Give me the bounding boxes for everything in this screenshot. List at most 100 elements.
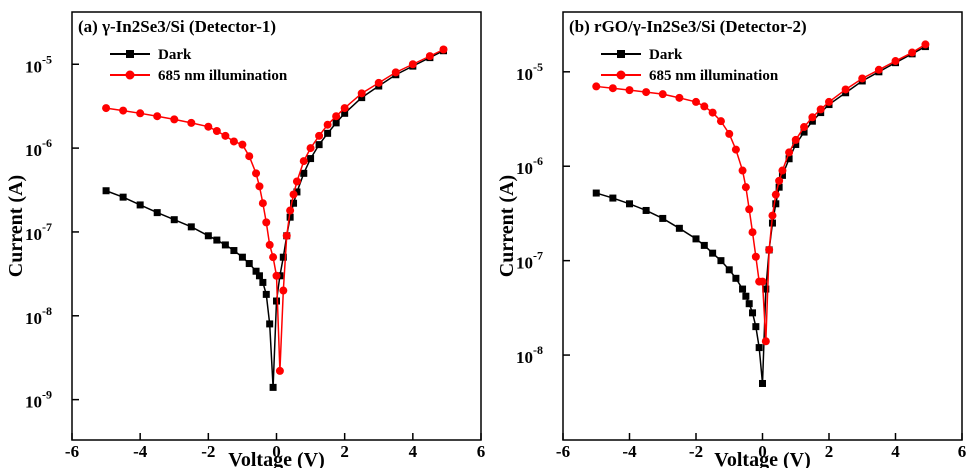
y-tick-label: 10-7	[25, 220, 52, 244]
data-point	[340, 104, 349, 113]
data-point	[300, 169, 308, 177]
y-tick-label: 10-6	[25, 136, 52, 160]
data-point	[808, 113, 817, 122]
x-tick-label: -4	[133, 442, 148, 461]
data-point	[259, 278, 267, 286]
data-point	[307, 155, 315, 163]
data-point	[119, 193, 127, 201]
data-point	[768, 211, 777, 220]
data-point	[778, 166, 787, 175]
x-tick-label: 0	[758, 442, 767, 461]
legend-label: Dark	[158, 47, 192, 63]
data-point	[262, 218, 271, 227]
data-point	[170, 216, 178, 224]
y-axis-label: Current (A)	[496, 175, 518, 277]
x-tick-label: 0	[272, 442, 281, 461]
data-point	[874, 65, 883, 74]
data-point	[255, 272, 263, 280]
data-point	[592, 82, 601, 91]
data-point	[286, 213, 294, 221]
data-point	[775, 176, 784, 185]
legend-label: Dark	[649, 47, 683, 63]
data-point	[245, 152, 254, 161]
data-point	[245, 260, 253, 268]
y-tick-base: 10	[25, 393, 42, 412]
chart-title: (a) γ-In2Se3/Si (Detector-1)	[78, 17, 276, 36]
y-tick-label: 10-6	[516, 154, 543, 178]
y-axis-label: Current (A)	[5, 175, 27, 277]
data-point	[341, 109, 349, 117]
data-point	[749, 309, 757, 317]
data-point	[739, 285, 747, 293]
data-point	[658, 90, 667, 99]
data-point	[642, 206, 650, 214]
data-point	[258, 199, 267, 208]
data-point	[755, 344, 763, 352]
data-point	[745, 300, 753, 308]
data-point	[272, 271, 281, 280]
series-line	[105, 50, 444, 388]
data-point	[692, 235, 700, 243]
x-tick-label: 6	[477, 442, 486, 461]
data-point	[332, 112, 341, 121]
data-point	[102, 187, 110, 195]
data-point	[119, 106, 128, 115]
x-tick-label: 2	[340, 442, 349, 461]
data-point	[153, 112, 162, 121]
data-point	[692, 97, 700, 106]
data-point	[230, 247, 238, 255]
data-point	[439, 45, 448, 54]
y-tick-base: 10	[25, 57, 42, 76]
y-tick-label: 10-8	[25, 304, 52, 328]
data-point	[102, 104, 111, 113]
legend-label: 685 nm illumination	[649, 68, 779, 84]
y-tick-base: 10	[516, 65, 533, 84]
data-point	[324, 129, 332, 137]
data-point	[238, 140, 247, 149]
data-point	[791, 135, 800, 144]
data-point	[252, 169, 261, 178]
y-tick-base: 10	[25, 309, 42, 328]
y-tick-exponent: -7	[533, 249, 543, 263]
y-tick-label: 10-5	[516, 60, 543, 84]
data-point	[700, 102, 709, 111]
data-point	[357, 89, 366, 98]
data-point	[761, 337, 770, 346]
data-point	[700, 241, 708, 249]
data-point	[265, 240, 274, 249]
data-point	[279, 253, 287, 261]
y-tick-base: 10	[516, 348, 533, 367]
data-point	[293, 188, 301, 196]
data-point	[841, 85, 850, 94]
data-point	[273, 297, 280, 305]
data-point	[748, 228, 757, 237]
data-point	[153, 209, 161, 217]
y-tick-base: 10	[516, 254, 533, 273]
x-axis-label: Voltage (V)	[714, 449, 810, 468]
data-point	[204, 232, 212, 240]
data-point	[792, 140, 800, 148]
data-point	[738, 166, 747, 175]
data-point	[299, 157, 308, 166]
y-tick-exponent: -5	[533, 60, 543, 74]
data-point	[709, 249, 717, 257]
data-point	[908, 48, 917, 57]
legend-marker	[616, 70, 626, 80]
data-point	[752, 323, 760, 331]
data-point	[292, 177, 301, 186]
y-tick-exponent: -5	[42, 52, 52, 66]
data-point	[229, 137, 238, 146]
data-point	[425, 52, 434, 61]
data-point	[187, 223, 195, 231]
data-point	[255, 182, 264, 191]
data-point	[716, 117, 725, 126]
data-point	[921, 40, 930, 49]
data-point	[891, 57, 900, 66]
legend-marker	[617, 50, 625, 58]
y-tick-label: 10-8	[516, 343, 543, 367]
data-point	[742, 292, 750, 300]
y-tick-exponent: -8	[42, 304, 52, 318]
data-point	[785, 155, 793, 163]
series-line	[596, 45, 926, 384]
